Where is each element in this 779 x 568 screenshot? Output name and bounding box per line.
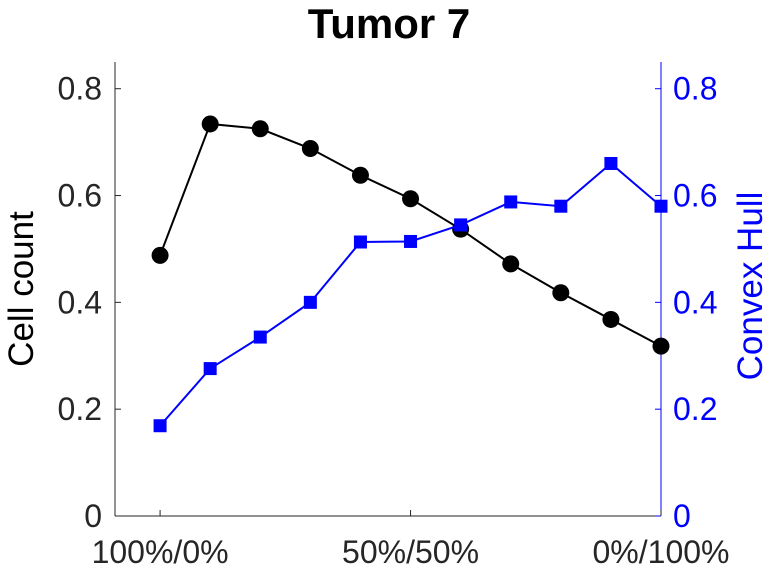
x-tick-label: 50%/50% — [342, 534, 479, 568]
right-tick-label: 0.6 — [673, 178, 717, 214]
series-1-point — [602, 310, 620, 328]
series-1-point — [502, 255, 520, 273]
series-1-point — [251, 120, 269, 138]
series-2-point — [203, 362, 217, 376]
series-1-point — [301, 140, 319, 158]
left-tick-label: 0 — [84, 498, 102, 534]
left-axis-ticks: 0 0.2 0.4 0.6 0.8 — [58, 71, 121, 534]
plot-frame — [114, 62, 662, 517]
series-1-point — [351, 166, 369, 184]
right-tick-label: 0.8 — [673, 71, 717, 107]
series-2-point — [654, 199, 668, 213]
right-tick-label: 0.4 — [673, 284, 717, 320]
x-tick-label: 0%/100% — [593, 534, 730, 568]
x-axis-ticks: 100%/0% 50%/50% 0%/100% — [92, 510, 730, 568]
series-2-point — [454, 218, 468, 232]
series-1-point — [201, 115, 219, 133]
series-layer — [151, 115, 670, 433]
series-2-point — [303, 295, 317, 309]
x-tick-label: 100%/0% — [92, 534, 229, 568]
series-2-point — [404, 234, 418, 248]
series-2-point — [153, 419, 167, 433]
series-2-point — [253, 330, 267, 344]
series-2-point — [504, 195, 518, 209]
left-tick-label: 0.6 — [58, 178, 102, 214]
series-2-point — [604, 156, 618, 170]
y-axis-label-right: Convex Hull — [731, 192, 770, 381]
left-tick-label: 0.4 — [58, 284, 102, 320]
y-axis-label-left: Cell count — [2, 211, 41, 367]
chart-title: Tumor 7 — [308, 0, 471, 47]
series-2-point — [353, 235, 367, 249]
series-1-point — [151, 246, 169, 264]
series-1-point — [402, 190, 420, 208]
series-2-point — [554, 199, 568, 213]
right-tick-label: 0.2 — [673, 391, 717, 427]
left-tick-label: 0.8 — [58, 71, 102, 107]
left-tick-label: 0.2 — [58, 391, 102, 427]
series-1-point — [552, 284, 570, 302]
right-axis-ticks: 0 0.2 0.4 0.6 0.8 — [655, 71, 717, 534]
series-1-point — [652, 337, 670, 355]
right-tick-label: 0 — [673, 498, 691, 534]
